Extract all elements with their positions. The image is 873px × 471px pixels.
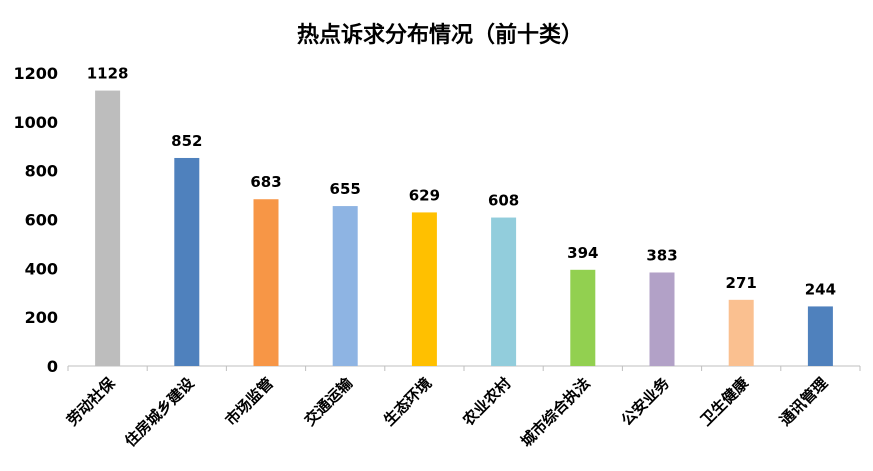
x-tick-label: 卫生健康 [697, 373, 753, 429]
y-tick-label: 1000 [13, 113, 58, 132]
x-tick-label: 城市综合执法 [517, 374, 593, 450]
data-label: 271 [726, 274, 757, 292]
data-label: 852 [171, 132, 202, 150]
x-tick-label: 公安业务 [618, 373, 674, 429]
data-label: 655 [330, 180, 361, 198]
chart-title: 热点诉求分布情况（前十类） [297, 22, 583, 48]
data-label: 608 [488, 192, 519, 210]
y-axis: 0 200 400 600 800 1000 1200 [13, 64, 58, 376]
x-axis-labels: 劳动社保 住房城乡建设 市场监管 交通运输 生态环境 农业农村 城市综合执法 公安业务 卫生健康… [63, 373, 831, 450]
x-tick-label: 劳动社保 [63, 373, 119, 429]
y-tick-label: 400 [25, 259, 58, 278]
x-tick-label: 通讯管理 [776, 374, 831, 429]
x-tick-label: 农业农村 [459, 374, 515, 430]
bar [570, 269, 596, 366]
data-label: 394 [567, 244, 598, 262]
x-tick-label: 住房城乡建设 [121, 374, 197, 450]
data-label: 1128 [87, 65, 129, 83]
bar [491, 217, 517, 366]
y-tick-label: 800 [25, 162, 58, 181]
x-axis-ticks [67, 366, 861, 371]
data-label: 244 [805, 280, 836, 298]
x-tick-label: 交通运输 [301, 373, 357, 429]
bar [728, 299, 754, 366]
bar [411, 212, 437, 366]
y-tick-label: 1200 [13, 64, 58, 83]
bar [649, 272, 675, 366]
bars [95, 90, 833, 366]
bar [174, 157, 200, 366]
data-label: 629 [409, 186, 440, 204]
y-tick-label: 200 [25, 308, 58, 327]
bar [807, 306, 833, 366]
bar [253, 199, 279, 366]
bar [95, 90, 121, 366]
y-tick-label: 600 [25, 211, 58, 230]
data-label: 683 [250, 173, 281, 191]
bar [332, 206, 358, 366]
y-tick-label: 0 [47, 357, 58, 376]
x-tick-label: 市场监管 [222, 374, 277, 429]
data-label: 383 [646, 246, 677, 264]
x-tick-label: 生态环境 [380, 374, 435, 429]
data-labels: 1128 852 683 655 629 608 394 383 271 244 [87, 65, 836, 299]
